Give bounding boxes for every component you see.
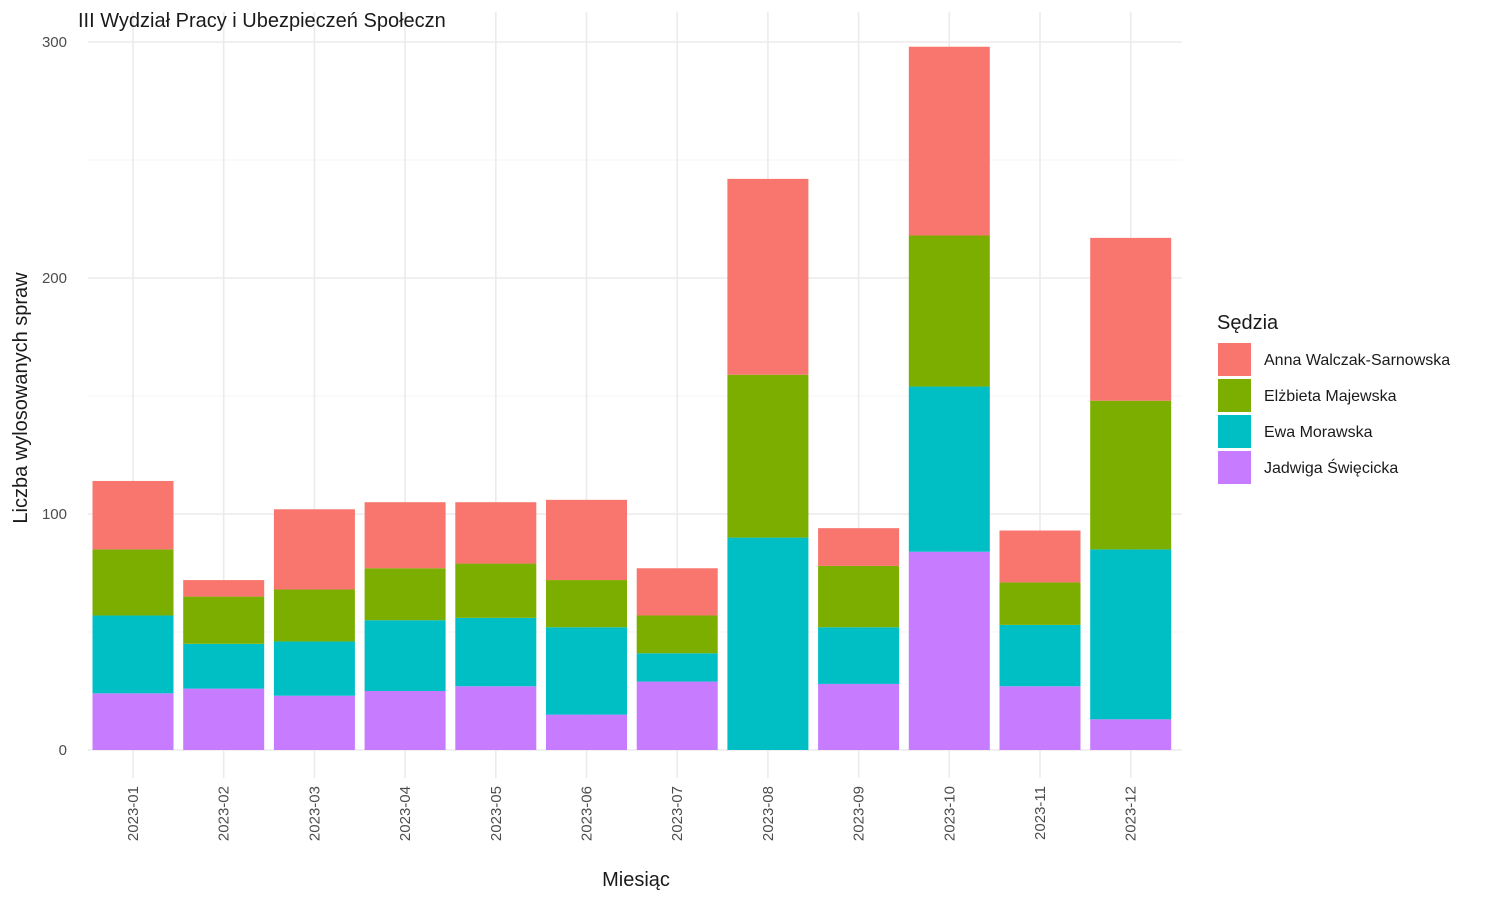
bars [92,46,1172,750]
legend-swatch [1218,379,1251,412]
x-tick-label: 2023-11 [1032,786,1049,840]
bar-segment [92,615,174,694]
bar-segment [727,178,809,375]
bar-segment [999,530,1081,583]
bar-segment [999,624,1081,687]
x-tick-label: 2023-03 [306,786,323,841]
bar-segment [999,686,1081,750]
x-tick-label: 2023-01 [125,786,142,841]
bar-segment [546,627,627,715]
y-tick-label: 0 [59,742,67,759]
bar-segment [1090,719,1172,750]
bar-segment [818,565,900,628]
x-axis-ticks: 2023-01 2023-02 2023-03 2023-04 2023-05 2023-… [125,786,1140,841]
bar-segment [92,549,174,616]
x-tick-label: 2023-04 [397,786,414,841]
bar-segment [636,615,718,654]
bar-segment [273,695,355,750]
bar-segment [908,551,990,750]
bar-segment [183,596,265,644]
bar-segment [1090,237,1172,401]
x-tick-label: 2023-08 [760,786,777,841]
x-tick-label: 2023-09 [851,786,868,841]
bar-segment [818,683,900,750]
x-tick-label: 2023-10 [941,786,958,841]
bar-segment [364,620,446,691]
bar-segment [727,374,809,538]
bar-segment [999,582,1081,625]
y-tick-label: 100 [42,506,67,523]
y-axis-ticks: 0 100 200 300 [42,34,67,759]
bar-segment [364,691,446,750]
legend-label: Anna Walczak-Sarnowska [1264,352,1450,369]
bar-segment [183,688,265,750]
bar-segment [183,643,265,689]
bar-segment [727,537,809,750]
legend-title: Sędzia [1217,312,1279,334]
bar-segment [818,627,900,684]
x-tick-label: 2023-07 [669,786,686,841]
bar-segment [636,653,718,682]
bar-segment [455,502,537,564]
legend: Sędzia Anna Walczak-Sarnowska Elżbieta Ma… [1217,312,1450,484]
y-axis-title: Liczba wylosowanych spraw [10,272,32,524]
bar-segment [455,617,537,687]
bar-segment [636,681,718,750]
bar-segment [1090,549,1172,720]
bar-segment [364,568,446,621]
bar-segment [908,386,990,552]
legend-swatch [1218,451,1251,484]
bar-segment [455,563,537,618]
y-tick-label: 300 [42,34,67,51]
bar-segment [364,502,446,569]
bar-segment [908,46,990,236]
x-tick-label: 2023-12 [1123,786,1140,841]
y-tick-label: 200 [42,270,67,287]
chart-title: III Wydział Pracy i Ubezpieczeń Społeczn [78,10,446,32]
bar-segment [1090,400,1172,550]
x-tick-label: 2023-06 [579,786,596,841]
bar-segment [546,499,627,581]
x-tick-label: 2023-05 [488,786,505,841]
bar-segment [908,235,990,387]
bar-segment [546,580,627,628]
legend-swatch [1218,415,1251,448]
bar-segment [273,509,355,590]
bar-segment [92,480,174,550]
bar-segment [636,568,718,616]
bar-segment [455,686,537,750]
bar-segment [273,641,355,696]
x-tick-label: 2023-02 [216,786,233,841]
bar-segment [818,528,900,566]
x-axis-title: Miesiąc [602,869,670,891]
legend-label: Jadwiga Święcicka [1264,458,1398,477]
legend-swatch [1218,343,1251,376]
legend-label: Elżbieta Majewska [1264,388,1397,405]
bar-segment [183,580,265,597]
bar-segment [273,589,355,642]
bar-segment [92,693,174,750]
legend-label: Ewa Morawska [1264,424,1373,441]
bar-segment [546,714,627,750]
